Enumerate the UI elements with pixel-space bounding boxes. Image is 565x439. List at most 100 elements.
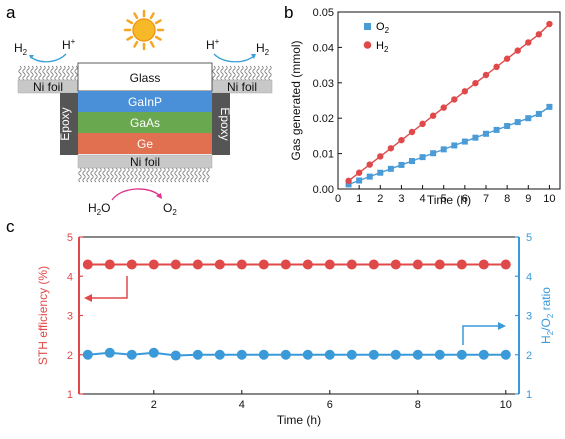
data-point-c-sth bbox=[236, 259, 247, 270]
data-point-c-ratio bbox=[82, 349, 93, 360]
panel-label-c: c bbox=[6, 217, 15, 236]
data-point-b-o2 bbox=[356, 177, 363, 184]
data-point-b-o2 bbox=[387, 165, 394, 172]
data-point-c-sth bbox=[324, 259, 335, 270]
data-point-c-ratio bbox=[456, 349, 467, 360]
x-tick-label-b: 8 bbox=[504, 193, 510, 205]
legend-b: O2 H2 bbox=[363, 21, 390, 54]
ge-label: Ge bbox=[137, 137, 153, 151]
data-point-b-h2 bbox=[482, 71, 490, 79]
data-point-b-h2 bbox=[429, 112, 437, 119]
data-point-b-h2 bbox=[440, 104, 447, 111]
data-point-c-sth bbox=[346, 259, 357, 270]
data-point-c-sth bbox=[170, 259, 181, 270]
y-tick-label-left-c: 4 bbox=[67, 271, 73, 283]
data-point-c-sth bbox=[302, 259, 313, 270]
ni-foil-right-label: Ni foil bbox=[227, 80, 257, 94]
data-point-c-ratio bbox=[192, 349, 203, 360]
data-point-c-ratio bbox=[280, 349, 291, 360]
data-point-b-o2 bbox=[345, 181, 352, 188]
x-tick-label-b: 6 bbox=[462, 193, 468, 205]
data-point-b-o2 bbox=[377, 169, 384, 176]
x-tick-label-c: 2 bbox=[151, 399, 157, 411]
y-tick-label-right-c: 1 bbox=[526, 389, 532, 401]
data-point-b-h2 bbox=[461, 88, 469, 95]
gaas-label: GaAs bbox=[130, 116, 160, 130]
ni-foil-bottom-label: Ni foil bbox=[130, 155, 160, 169]
arrow-oxidation bbox=[111, 188, 161, 201]
data-point-c-ratio bbox=[214, 349, 225, 360]
data-point-b-h2 bbox=[472, 79, 479, 87]
hplus-left-label: H+ bbox=[62, 37, 76, 52]
data-point-b-h2 bbox=[377, 153, 384, 160]
data-point-b-h2 bbox=[451, 96, 458, 103]
data-point-c-sth bbox=[214, 259, 225, 270]
data-point-c-sth bbox=[456, 259, 467, 270]
data-point-c-ratio bbox=[302, 349, 313, 360]
y-tick-label-right-c: 5 bbox=[526, 232, 532, 244]
ni-foil-left-label: Ni foil bbox=[33, 80, 63, 94]
legend-label-o2: O2 bbox=[376, 21, 390, 35]
panel-label-a: a bbox=[6, 3, 16, 22]
arrowhead-right bbox=[251, 54, 256, 59]
plot-frame-b bbox=[337, 11, 561, 190]
data-point-b-o2 bbox=[525, 115, 532, 122]
y-tick-label-left-c: 1 bbox=[67, 389, 73, 401]
data-point-c-ratio bbox=[368, 349, 379, 360]
x-axis-title-c: Time (h) bbox=[277, 413, 321, 427]
y-tick-label-left-c: 5 bbox=[67, 232, 73, 244]
data-point-c-ratio bbox=[148, 347, 159, 358]
data-point-c-ratio bbox=[126, 349, 137, 360]
y-tick-label-left-c: 2 bbox=[67, 350, 73, 362]
x-tick-label-b: 1 bbox=[356, 193, 362, 205]
legend-label-h2: H2 bbox=[376, 40, 389, 54]
data-point-c-sth bbox=[390, 259, 401, 270]
data-point-b-h2 bbox=[387, 145, 395, 152]
y-tick-label-b: 0.05 bbox=[313, 7, 334, 19]
data-point-c-sth bbox=[434, 259, 445, 270]
glass-label: Glass bbox=[130, 71, 161, 85]
y-tick-label-right-c: 2 bbox=[526, 350, 532, 362]
o2-label: O2 bbox=[163, 201, 177, 217]
device-schematic: Ni foil Ni foil Epoxy Epoxy Glass GaInP … bbox=[14, 9, 273, 217]
data-point-c-ratio bbox=[434, 349, 445, 360]
h2-left-label: H2 bbox=[14, 41, 28, 57]
data-point-c-ratio bbox=[500, 349, 511, 360]
y-tick-label-b: 0.02 bbox=[313, 113, 334, 125]
data-point-c-ratio bbox=[170, 350, 181, 361]
data-point-b-o2 bbox=[398, 161, 405, 168]
epoxy-right bbox=[212, 93, 230, 155]
data-point-b-h2 bbox=[493, 63, 500, 71]
y-tick-label-left-c: 3 bbox=[67, 311, 73, 323]
data-point-b-h2 bbox=[546, 20, 553, 28]
data-point-b-h2 bbox=[525, 39, 532, 46]
left-axis-indicator-arrowhead bbox=[84, 294, 92, 302]
y-tick-label-right-c: 4 bbox=[526, 271, 532, 283]
right-axis-indicator-arrowhead bbox=[498, 322, 506, 330]
y-axis-title-b: Gas generated (mmol) bbox=[289, 40, 303, 160]
data-point-b-o2 bbox=[504, 122, 511, 129]
x-tick-label-b: 0 bbox=[335, 193, 341, 205]
data-point-c-ratio bbox=[390, 349, 401, 360]
left-axis-indicator-arrow bbox=[90, 276, 128, 299]
data-point-c-ratio bbox=[258, 349, 269, 360]
x-axis-title-b: Time (h) bbox=[427, 193, 471, 207]
arrow-left-reduction bbox=[29, 53, 67, 63]
x-tick-label-b: 10 bbox=[543, 193, 555, 205]
legend-marker-h2 bbox=[363, 41, 372, 49]
data-point-c-ratio bbox=[236, 349, 247, 360]
y-axis-title-left-c: STH efficiency (%) bbox=[36, 266, 50, 365]
data-point-b-h2 bbox=[408, 128, 416, 136]
data-point-b-o2 bbox=[419, 154, 426, 161]
data-point-c-sth bbox=[192, 259, 203, 270]
data-point-b-o2 bbox=[366, 173, 373, 180]
data-point-b-o2 bbox=[451, 142, 458, 149]
data-point-c-ratio bbox=[324, 349, 335, 360]
arrowhead-oxidation bbox=[156, 193, 162, 199]
x-tick-label-b: 7 bbox=[483, 193, 489, 205]
gaas-layer bbox=[78, 112, 212, 133]
data-point-c-sth bbox=[412, 259, 423, 270]
x-tick-label-b: 4 bbox=[420, 193, 426, 205]
data-point-c-sth bbox=[104, 259, 115, 270]
